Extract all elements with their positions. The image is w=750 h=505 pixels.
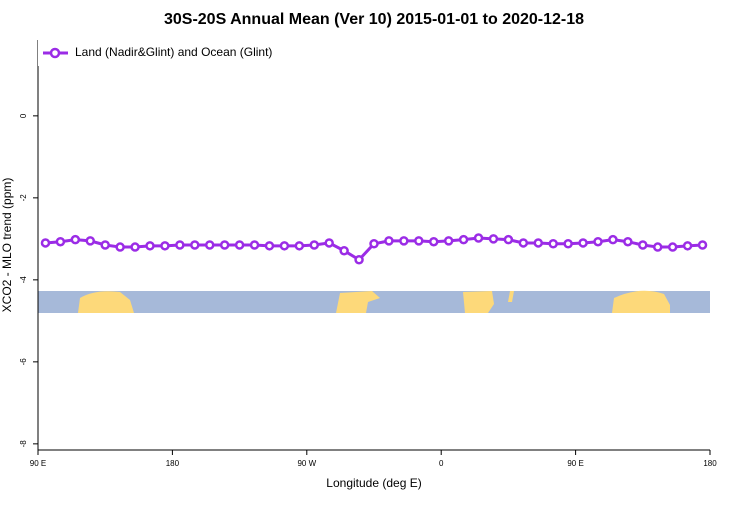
point — [473, 233, 484, 243]
chart-title: 30S-20S Annual Mean (Ver 10) 2015-01-01 … — [164, 11, 584, 28]
x-tick-label: 0 — [439, 459, 444, 468]
point — [115, 242, 125, 252]
x-tick-label: 90 W — [297, 459, 316, 468]
point — [100, 240, 110, 250]
point — [204, 240, 215, 250]
y-tick-label: -6 — [19, 358, 28, 366]
point — [70, 234, 81, 245]
point — [339, 245, 349, 256]
point — [55, 236, 66, 247]
point — [428, 236, 439, 247]
point — [623, 236, 633, 247]
point — [593, 236, 603, 247]
legend-label: Land (Nadir&Glint) and Ocean (Glint) — [75, 45, 272, 59]
y-tick-label: 0 — [19, 113, 28, 118]
point — [667, 242, 678, 252]
point — [503, 234, 514, 245]
y-axis-label: XCO2 - MLO trend (ppm) — [0, 178, 14, 313]
point — [190, 240, 200, 250]
point — [324, 238, 334, 248]
x-tick-label: 90 E — [30, 459, 46, 468]
point — [533, 238, 544, 248]
point — [175, 240, 185, 250]
point — [608, 234, 618, 245]
point — [578, 238, 588, 248]
point — [563, 239, 573, 249]
point — [369, 239, 379, 249]
point — [638, 240, 648, 250]
point — [249, 240, 260, 250]
point — [234, 240, 245, 250]
point — [443, 236, 454, 246]
point — [40, 238, 51, 248]
point — [414, 236, 424, 246]
x-tick-label: 90 E — [567, 459, 583, 468]
x-tick-label: 180 — [703, 459, 717, 468]
point — [518, 238, 529, 248]
legend-marker — [49, 47, 61, 59]
point — [354, 255, 364, 265]
point — [160, 241, 170, 251]
point — [294, 241, 305, 251]
y-tick-label: -4 — [19, 276, 28, 284]
point — [682, 241, 693, 251]
point — [399, 236, 409, 246]
point — [145, 241, 155, 251]
point — [548, 239, 558, 249]
point — [130, 242, 140, 252]
map-band — [38, 290, 710, 313]
point — [488, 234, 499, 244]
x-tick-label: 180 — [166, 459, 180, 468]
point — [279, 241, 290, 251]
point — [384, 236, 394, 246]
y-tick-label: -2 — [19, 194, 28, 202]
y-tick-label: -8 — [19, 440, 28, 448]
point — [219, 240, 230, 250]
x-axis-label: Longitude (deg E) — [326, 476, 421, 490]
point — [264, 241, 275, 251]
point — [85, 236, 96, 246]
legend — [38, 40, 288, 66]
point — [458, 234, 469, 245]
point — [309, 240, 320, 250]
point — [652, 242, 663, 252]
point — [697, 240, 708, 250]
